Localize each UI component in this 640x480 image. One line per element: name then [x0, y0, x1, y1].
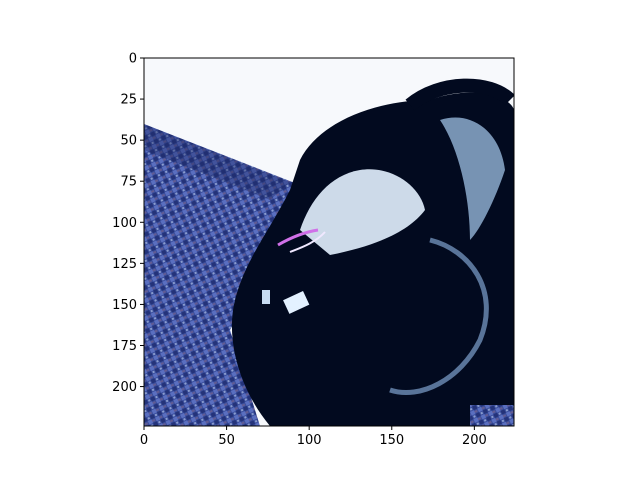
y-tick-label: 50	[120, 134, 137, 149]
y-tick-label: 175	[112, 339, 137, 354]
x-tick-label: 100	[297, 433, 322, 448]
x-tick-label: 200	[462, 433, 487, 448]
backpack-handle	[405, 78, 514, 111]
fabric-shadow	[144, 124, 290, 200]
plot-frame	[143, 57, 515, 427]
zipper-accent-2	[289, 231, 326, 253]
backpack-strap	[389, 237, 489, 396]
y-tick-label: 0	[129, 52, 137, 67]
y-tick-label: 25	[120, 93, 137, 108]
woven-fabric	[144, 124, 300, 426]
backpack-reflection	[440, 117, 505, 240]
x-tick-label: 50	[218, 433, 235, 448]
x-axis: 0 50 100 150 200	[140, 426, 487, 448]
backpack-highlight	[300, 169, 425, 255]
x-tick-label: 0	[140, 433, 148, 448]
y-tick-label: 100	[112, 216, 137, 231]
y-tick-label: 200	[112, 380, 137, 395]
x-tick-label: 150	[379, 433, 404, 448]
backpack-patch	[283, 291, 310, 314]
zipper-accent	[277, 228, 319, 247]
bottom-fabric-strip	[470, 405, 514, 426]
y-tick-label: 150	[112, 298, 137, 313]
y-tick-label: 125	[112, 257, 137, 272]
backpack-body	[231, 92, 514, 426]
y-axis: 0 25 50 75 100 125 150 175 200	[112, 52, 144, 395]
y-tick-label: 75	[120, 175, 137, 190]
backpack-small-patch	[262, 290, 270, 304]
image-plot	[144, 58, 514, 426]
